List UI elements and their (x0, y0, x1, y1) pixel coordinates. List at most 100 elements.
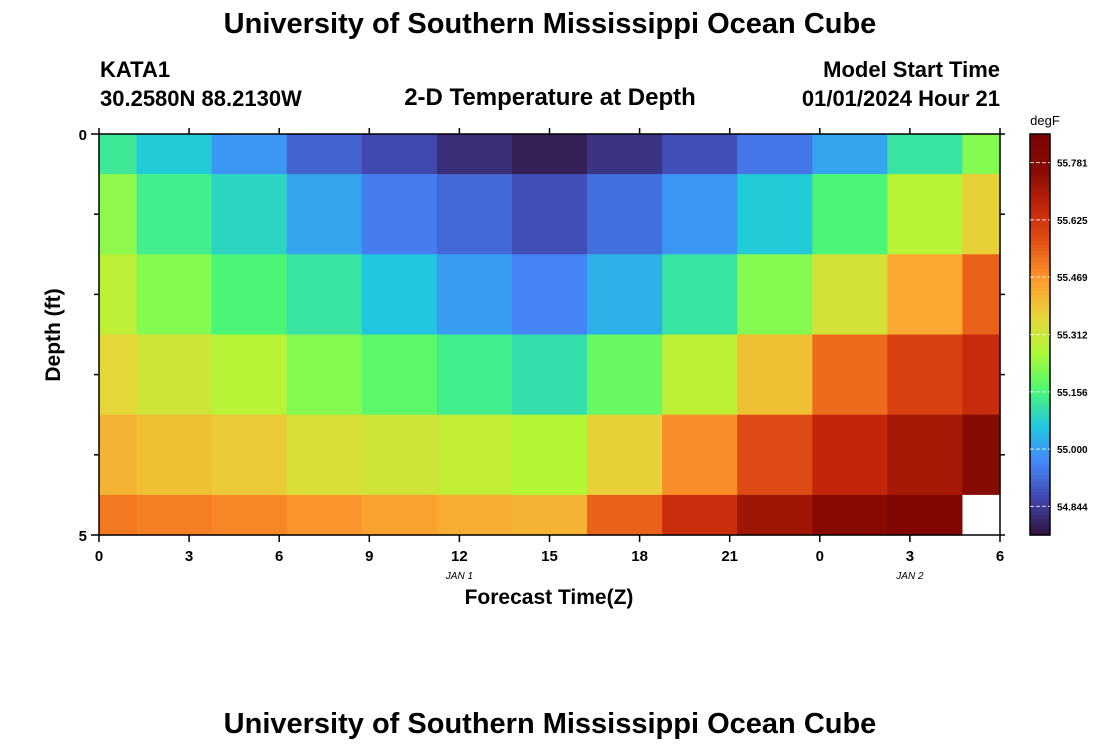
heatmap-cell (286, 134, 363, 175)
colorbar-segment (1030, 147, 1050, 152)
heatmap-cell (361, 334, 438, 416)
colorbar-segment (1030, 207, 1050, 212)
colorbar-segment (1030, 431, 1050, 436)
x-tick-label: 6 (275, 548, 283, 565)
colorbar-segment (1030, 230, 1050, 235)
heatmap-cell (962, 494, 1001, 536)
heatmap-cell (99, 174, 138, 255)
colorbar-segment (1030, 357, 1050, 362)
x-tick-label: 3 (906, 548, 914, 565)
colorbar-segment (1030, 284, 1050, 289)
colorbar-segment (1030, 501, 1050, 506)
heatmap-cell (812, 334, 888, 416)
y-tick-label: 0 (79, 127, 87, 144)
heatmap-cell (662, 254, 738, 336)
colorbar-segment (1030, 418, 1050, 422)
x-tick-label: 9 (365, 548, 373, 565)
colorbar-segment (1030, 361, 1050, 366)
colorbar-segment (1030, 464, 1050, 469)
heatmap-cell (887, 174, 964, 255)
heatmap-cell (962, 254, 1001, 336)
colorbar-segment (1030, 180, 1050, 185)
colorbar-segment (1030, 454, 1050, 459)
heatmap-cell (737, 414, 813, 496)
colorbar-tick-label: 55.625 (1057, 216, 1088, 227)
heatmap-cell (887, 134, 964, 175)
x-tick-label: 12 (451, 548, 468, 565)
colorbar-segment (1030, 484, 1050, 489)
heatmap-cell (737, 334, 813, 416)
colorbar-segment (1030, 374, 1050, 379)
heatmap-cell (511, 174, 588, 255)
colorbar-segment (1030, 377, 1050, 382)
colorbar-segment (1030, 414, 1050, 419)
colorbar-tick-label: 54.844 (1057, 502, 1088, 513)
colorbar-segment (1030, 197, 1050, 202)
heatmap-cell (587, 414, 663, 496)
heatmap-cell (286, 174, 363, 255)
heatmap-cell (211, 174, 288, 255)
colorbar-segment (1030, 364, 1050, 369)
colorbar-segment (1030, 367, 1050, 372)
colorbar-segment (1030, 301, 1050, 306)
colorbar-segment (1030, 474, 1050, 479)
colorbar-segment (1030, 294, 1050, 299)
colorbar-segment (1030, 347, 1050, 352)
colorbar-tick-label: 55.312 (1057, 331, 1088, 342)
colorbar-segment (1030, 327, 1050, 332)
heatmap-cell (737, 494, 813, 536)
colorbar-segment (1030, 254, 1050, 259)
model-start-time: 01/01/2024 Hour 21 (801, 86, 1000, 111)
colorbar-segment (1030, 307, 1050, 312)
heatmap-cell (286, 494, 363, 536)
heatmap-cell (99, 254, 138, 336)
heatmap-cell (136, 334, 213, 416)
colorbar-segment (1030, 271, 1050, 275)
heatmap-cell (436, 334, 513, 416)
colorbar-segment (1030, 321, 1050, 326)
heatmap-cell (662, 414, 738, 496)
heatmap-cell (211, 494, 288, 536)
colorbar-segment (1030, 184, 1050, 189)
heatmap-cell (511, 414, 588, 496)
heatmap-cell (136, 414, 213, 496)
colorbar-segment (1030, 508, 1050, 513)
heatmap-cell (511, 134, 588, 175)
colorbar-segment (1030, 518, 1050, 523)
colorbar-segment (1030, 478, 1050, 483)
heatmap-cells (99, 134, 1001, 536)
heatmap-cell (211, 414, 288, 496)
colorbar-segment (1030, 438, 1050, 443)
station-id: KATA1 (100, 57, 171, 82)
colorbar-segment (1030, 488, 1050, 493)
heatmap-cell (887, 414, 964, 496)
heatmap-cell (662, 494, 738, 536)
colorbar-segment (1030, 137, 1050, 142)
colorbar-segment (1030, 214, 1050, 219)
colorbar-segment (1030, 144, 1050, 148)
heatmap-cell (587, 174, 663, 255)
heatmap-cell (436, 494, 513, 536)
colorbar-segment (1030, 337, 1050, 342)
heatmap-cell (361, 174, 438, 255)
colorbar-segment (1030, 204, 1050, 209)
colorbar-tick-label: 55.781 (1057, 159, 1088, 170)
colorbar-segment (1030, 528, 1050, 533)
colorbar-segment (1030, 250, 1050, 255)
colorbar-segment (1030, 287, 1050, 292)
colorbar-tick-label: 55.469 (1057, 273, 1088, 284)
colorbar-segment (1030, 174, 1050, 179)
colorbar-segment (1030, 267, 1050, 272)
colorbar-segment (1030, 187, 1050, 192)
heatmap-cell (211, 334, 288, 416)
colorbar-segment (1030, 224, 1050, 229)
x-tick-label: 15 (541, 548, 558, 565)
x-axis-label: Forecast Time(Z) (465, 586, 634, 609)
heatmap-cell (436, 414, 513, 496)
colorbar-segment (1030, 304, 1050, 309)
colorbar-segment (1030, 281, 1050, 285)
heatmap-cell (662, 334, 738, 416)
heatmap-cell (812, 134, 888, 175)
heatmap-cell (587, 334, 663, 416)
